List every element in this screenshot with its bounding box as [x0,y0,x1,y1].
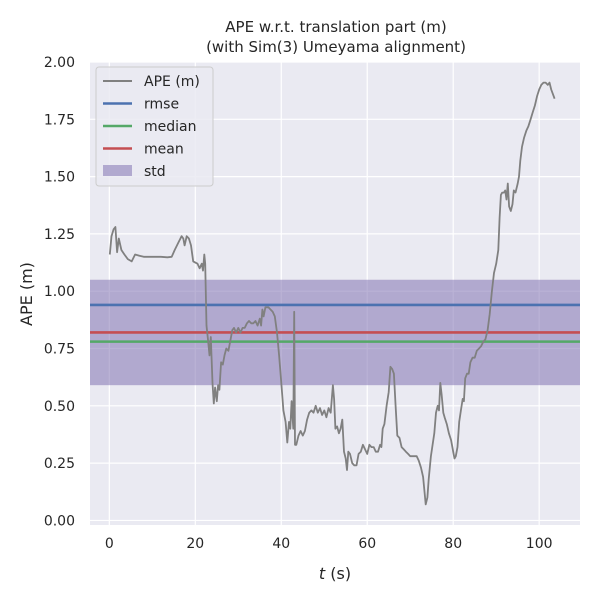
y-tick-label: 1.25 [44,227,75,243]
y-tick-label: 0.25 [44,456,75,472]
legend-label: median [144,119,196,135]
y-tick-label: 0.50 [44,399,75,415]
x-axis-label-unit: (s) [325,564,351,583]
x-tick-labels: 0 20 40 60 80 100 [105,536,553,552]
y-tick-label: 2.00 [44,55,75,71]
y-tick-label: 1.50 [44,170,75,186]
y-axis-label: APE (m) [17,262,36,326]
y-tick-label: 0.75 [44,342,75,358]
stat-lines [90,303,580,343]
y-tick-label: 1.00 [44,284,75,300]
x-tick-label: 20 [186,536,204,552]
legend-label: rmse [144,97,179,113]
y-tick-label: 0.00 [44,513,75,529]
legend-swatch [103,165,132,176]
legend-box [95,66,214,187]
x-tick-label: 100 [526,536,553,552]
x-tick-label: 60 [358,536,376,552]
legend-label: APE (m) [144,74,200,90]
chart-subtitle: (with Sim(3) Umeyama alignment) [206,38,466,56]
legend-label: mean [144,142,184,158]
x-tick-label: 0 [105,536,114,552]
x-axis-label: t (s) [319,564,351,583]
ape-series-line [108,81,556,506]
x-tick-label: 80 [444,536,462,552]
chart-title: APE w.r.t. translation part (m) [225,18,446,36]
y-tick-labels: 0.00 0.25 0.50 0.75 1.00 1.25 1.50 1.75 2.00 [44,55,75,529]
legend-label: std [144,164,166,180]
x-tick-label: 40 [272,536,290,552]
y-tick-label: 1.75 [44,112,75,128]
legend: APE (m) rmse median mean std [95,66,214,187]
x-axis-label-italic: t [319,564,326,583]
